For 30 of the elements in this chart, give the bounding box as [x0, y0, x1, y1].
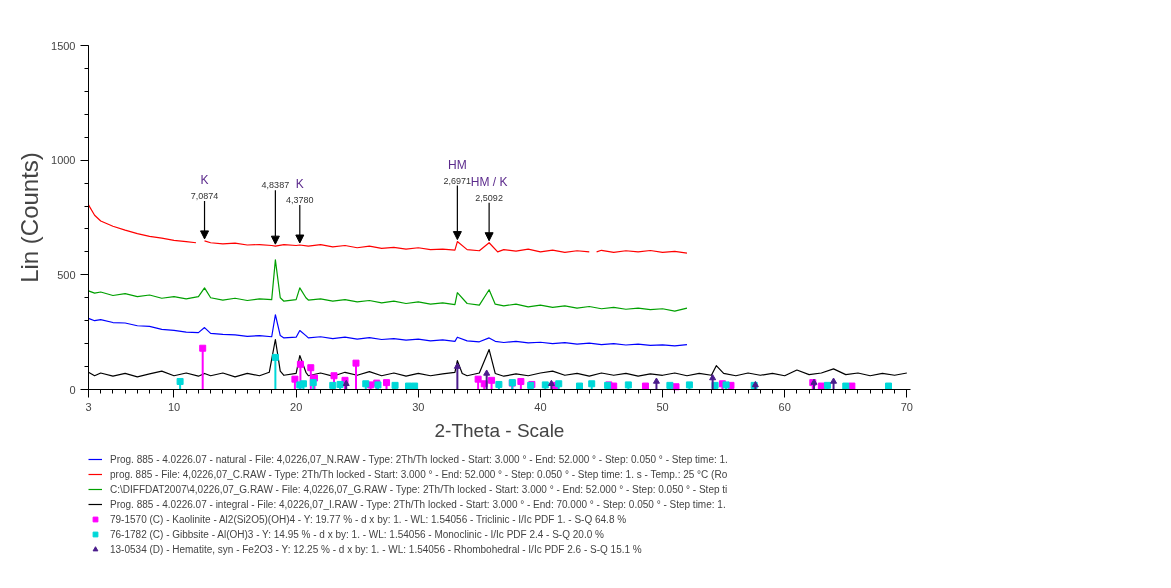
- annotation: 4,3780: [286, 195, 314, 206]
- x-tick-label: 60: [778, 400, 791, 413]
- annotation: K: [295, 177, 304, 192]
- x-tick-label: 50: [656, 400, 669, 413]
- legend-label: Prog. 885 - 4.0226.07 - natural - File: 4,0226,07_N.RAW - Type: 2Th/Th locked - Start: 3.000 ° - End: 52.000 ° - Step: 0.050 ° - Step time: 1.: [110, 453, 728, 465]
- x-tick-label: 10: [167, 400, 181, 413]
- annotation: 4,8387: [261, 180, 290, 191]
- y-tick-label: 1500: [51, 39, 76, 52]
- y-tick-label: 500: [57, 268, 76, 281]
- x-tick-label: 70: [900, 400, 913, 413]
- x-tick-label: 3: [85, 400, 92, 413]
- legend-label: prog. 885 - File: 4,0226,07_C.RAW - Type: 2Th/Th locked - Start: 3.000 ° - End: 52.000 ° - Step: 0.050 ° - Step time: 1. s - Temp.: 25 °C (Ro: [110, 468, 728, 480]
- y-tick-label: 0: [69, 383, 76, 396]
- legend-label: 79-1570 (C) - Kaolinite - Al2(Si2O5)(OH)4 - Y: 19.77 % - d x by: 1. - WL: 1.54056 - Triclinic - I/Ic PDF 1. - S-Q 64.8 %: [110, 513, 627, 525]
- y-tick-label: 1000: [51, 154, 76, 167]
- annotation: HM: [448, 157, 467, 172]
- x-tick-label: 30: [412, 400, 425, 413]
- legend-label: C:\DIFFDAT2007\4,0226,07_G.RAW - File: 4,0226,07_G.RAW - Type: 2Th/Th locked - Start: 3.000 ° - End: 52.000 ° - Step: 0.050 ° - Step ti: [110, 483, 728, 495]
- annotation: 2,5092: [475, 192, 503, 203]
- y-axis-title: Lin (Counts): [16, 152, 44, 283]
- x-axis-title: 2-Theta - Scale: [434, 419, 565, 441]
- x-tick-label: 20: [290, 400, 303, 413]
- legend-label: 13-0534 (D) - Hematite, syn - Fe2O3 - Y: 12.25 % - d x by: 1. - WL: 1.54056 - Rhombohedral - I/Ic PDF 2.6 - S-Q 15.1 %: [110, 543, 642, 555]
- x-tick-label: 40: [534, 400, 547, 413]
- annotation: 7,0874: [190, 190, 219, 201]
- annotation: K: [200, 172, 209, 187]
- annotation: 2,6971: [443, 175, 472, 186]
- legend-label: Prog. 885 - 4.0226.07 - integral - File: 4,0226,07_I.RAW - Type: 2Th/Th locked - Start: 3.000 ° - End: 70.000 ° - Step: 0.050 ° - Step time: 1.: [110, 498, 726, 510]
- legend-label: 76-1782 (C) - Gibbsite - Al(OH)3 - Y: 14.95 % - d x by: 1. - WL: 1.54056 - Monoclinic - I/Ic PDF 2.4 - S-Q 20.0 %: [110, 528, 604, 540]
- annotation: HM / K: [470, 174, 508, 189]
